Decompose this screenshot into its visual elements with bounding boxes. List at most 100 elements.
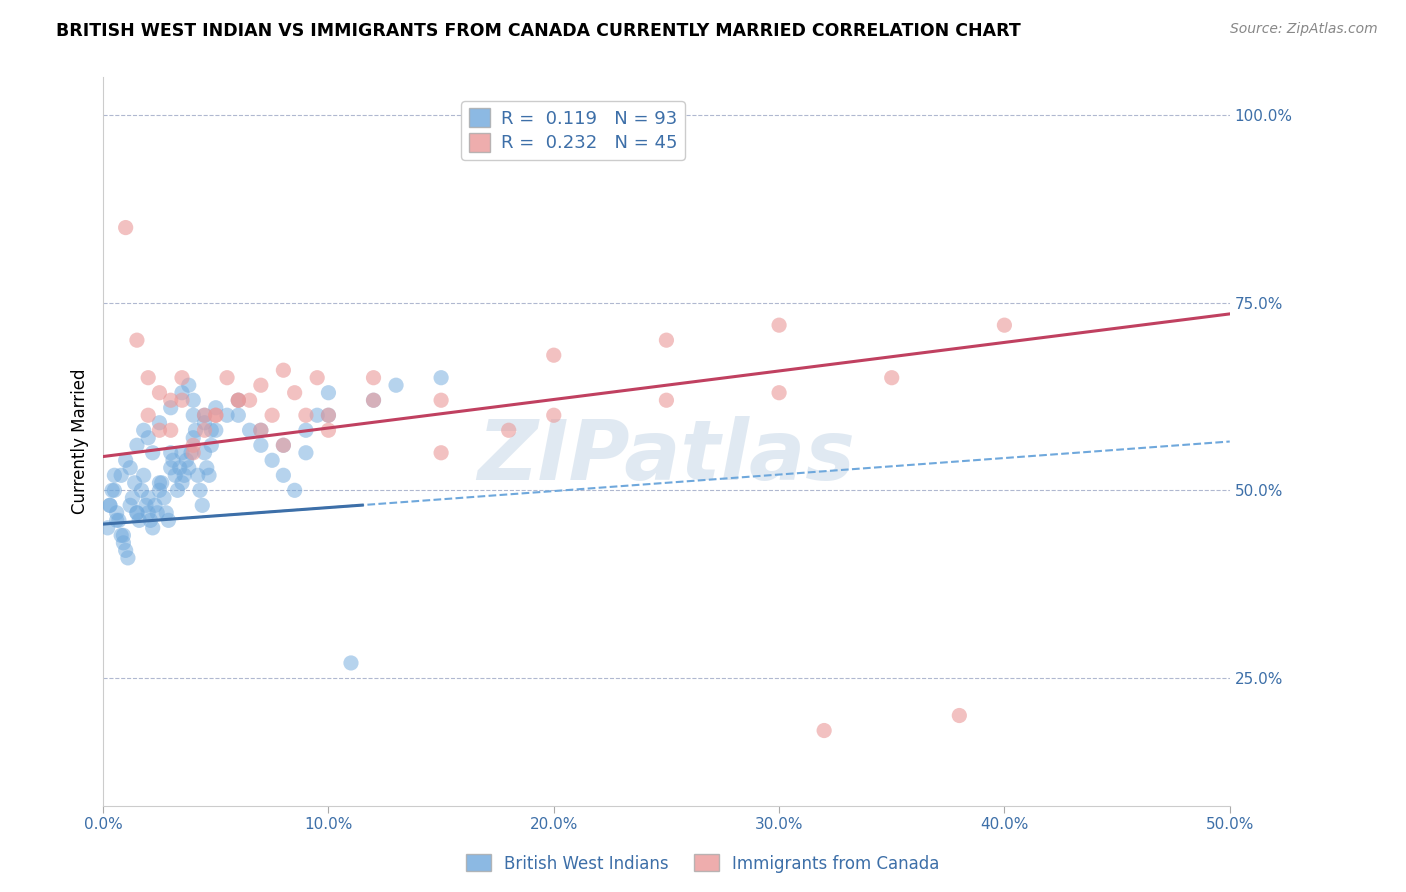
Point bbox=[176, 453, 198, 467]
Point bbox=[125, 333, 148, 347]
Point bbox=[295, 423, 318, 437]
Point bbox=[101, 483, 124, 498]
Point bbox=[193, 416, 215, 430]
Text: Source: ZipAtlas.com: Source: ZipAtlas.com bbox=[1230, 22, 1378, 37]
Point bbox=[273, 438, 295, 452]
Point bbox=[363, 370, 385, 384]
Point bbox=[114, 220, 136, 235]
Point bbox=[131, 483, 153, 498]
Point bbox=[430, 446, 453, 460]
Point bbox=[103, 468, 125, 483]
Point bbox=[117, 550, 139, 565]
Point bbox=[262, 453, 284, 467]
Point bbox=[543, 409, 565, 423]
Point bbox=[181, 431, 204, 445]
Point bbox=[193, 409, 215, 423]
Point bbox=[655, 393, 678, 408]
Point bbox=[170, 370, 193, 384]
Point bbox=[188, 483, 211, 498]
Point bbox=[150, 475, 173, 490]
Point bbox=[193, 409, 215, 423]
Legend: British West Indians, Immigrants from Canada: British West Indians, Immigrants from Ca… bbox=[460, 847, 946, 880]
Legend: R =  0.119   N = 93, R =  0.232   N = 45: R = 0.119 N = 93, R = 0.232 N = 45 bbox=[461, 101, 685, 160]
Point bbox=[430, 370, 453, 384]
Point bbox=[114, 453, 136, 467]
Point bbox=[318, 423, 340, 437]
Point bbox=[181, 446, 204, 460]
Point bbox=[120, 499, 142, 513]
Point bbox=[105, 506, 128, 520]
Point bbox=[108, 513, 131, 527]
Point bbox=[125, 438, 148, 452]
Point bbox=[181, 393, 204, 408]
Point bbox=[125, 506, 148, 520]
Point bbox=[193, 446, 215, 460]
Point bbox=[307, 409, 329, 423]
Point bbox=[159, 460, 181, 475]
Point bbox=[148, 416, 170, 430]
Point bbox=[121, 491, 143, 505]
Point bbox=[132, 468, 155, 483]
Point bbox=[142, 521, 165, 535]
Point bbox=[273, 468, 295, 483]
Point bbox=[181, 438, 204, 452]
Point bbox=[198, 468, 221, 483]
Point bbox=[159, 446, 181, 460]
Point bbox=[284, 385, 307, 400]
Point bbox=[125, 506, 148, 520]
Point bbox=[993, 318, 1015, 333]
Point bbox=[191, 499, 214, 513]
Point bbox=[273, 438, 295, 452]
Point bbox=[159, 393, 181, 408]
Point bbox=[363, 393, 385, 408]
Point bbox=[318, 409, 340, 423]
Point bbox=[187, 468, 209, 483]
Point bbox=[193, 423, 215, 437]
Point bbox=[430, 393, 453, 408]
Point bbox=[98, 499, 121, 513]
Point bbox=[162, 453, 184, 467]
Point bbox=[385, 378, 408, 392]
Point bbox=[136, 491, 159, 505]
Point bbox=[112, 528, 135, 542]
Point bbox=[273, 363, 295, 377]
Point bbox=[340, 656, 363, 670]
Point bbox=[239, 423, 262, 437]
Point bbox=[498, 423, 520, 437]
Point bbox=[177, 378, 200, 392]
Point bbox=[170, 393, 193, 408]
Y-axis label: Currently Married: Currently Married bbox=[72, 368, 89, 515]
Point bbox=[768, 318, 790, 333]
Point bbox=[112, 536, 135, 550]
Point bbox=[200, 438, 222, 452]
Point bbox=[363, 393, 385, 408]
Point bbox=[157, 513, 180, 527]
Point bbox=[307, 370, 329, 384]
Point bbox=[110, 528, 132, 542]
Point bbox=[170, 475, 193, 490]
Point bbox=[132, 423, 155, 437]
Point bbox=[228, 393, 250, 408]
Point bbox=[204, 409, 226, 423]
Point bbox=[142, 446, 165, 460]
Point bbox=[135, 499, 157, 513]
Point bbox=[215, 370, 238, 384]
Point bbox=[768, 385, 790, 400]
Point bbox=[239, 393, 262, 408]
Point bbox=[204, 409, 226, 423]
Point bbox=[177, 460, 200, 475]
Point bbox=[128, 513, 150, 527]
Point bbox=[148, 385, 170, 400]
Point bbox=[318, 385, 340, 400]
Point bbox=[153, 491, 176, 505]
Point bbox=[148, 475, 170, 490]
Point bbox=[170, 446, 193, 460]
Point bbox=[110, 468, 132, 483]
Point bbox=[543, 348, 565, 362]
Point bbox=[250, 423, 273, 437]
Point bbox=[155, 506, 177, 520]
Point bbox=[318, 409, 340, 423]
Point bbox=[120, 460, 142, 475]
Point bbox=[948, 708, 970, 723]
Point bbox=[169, 460, 191, 475]
